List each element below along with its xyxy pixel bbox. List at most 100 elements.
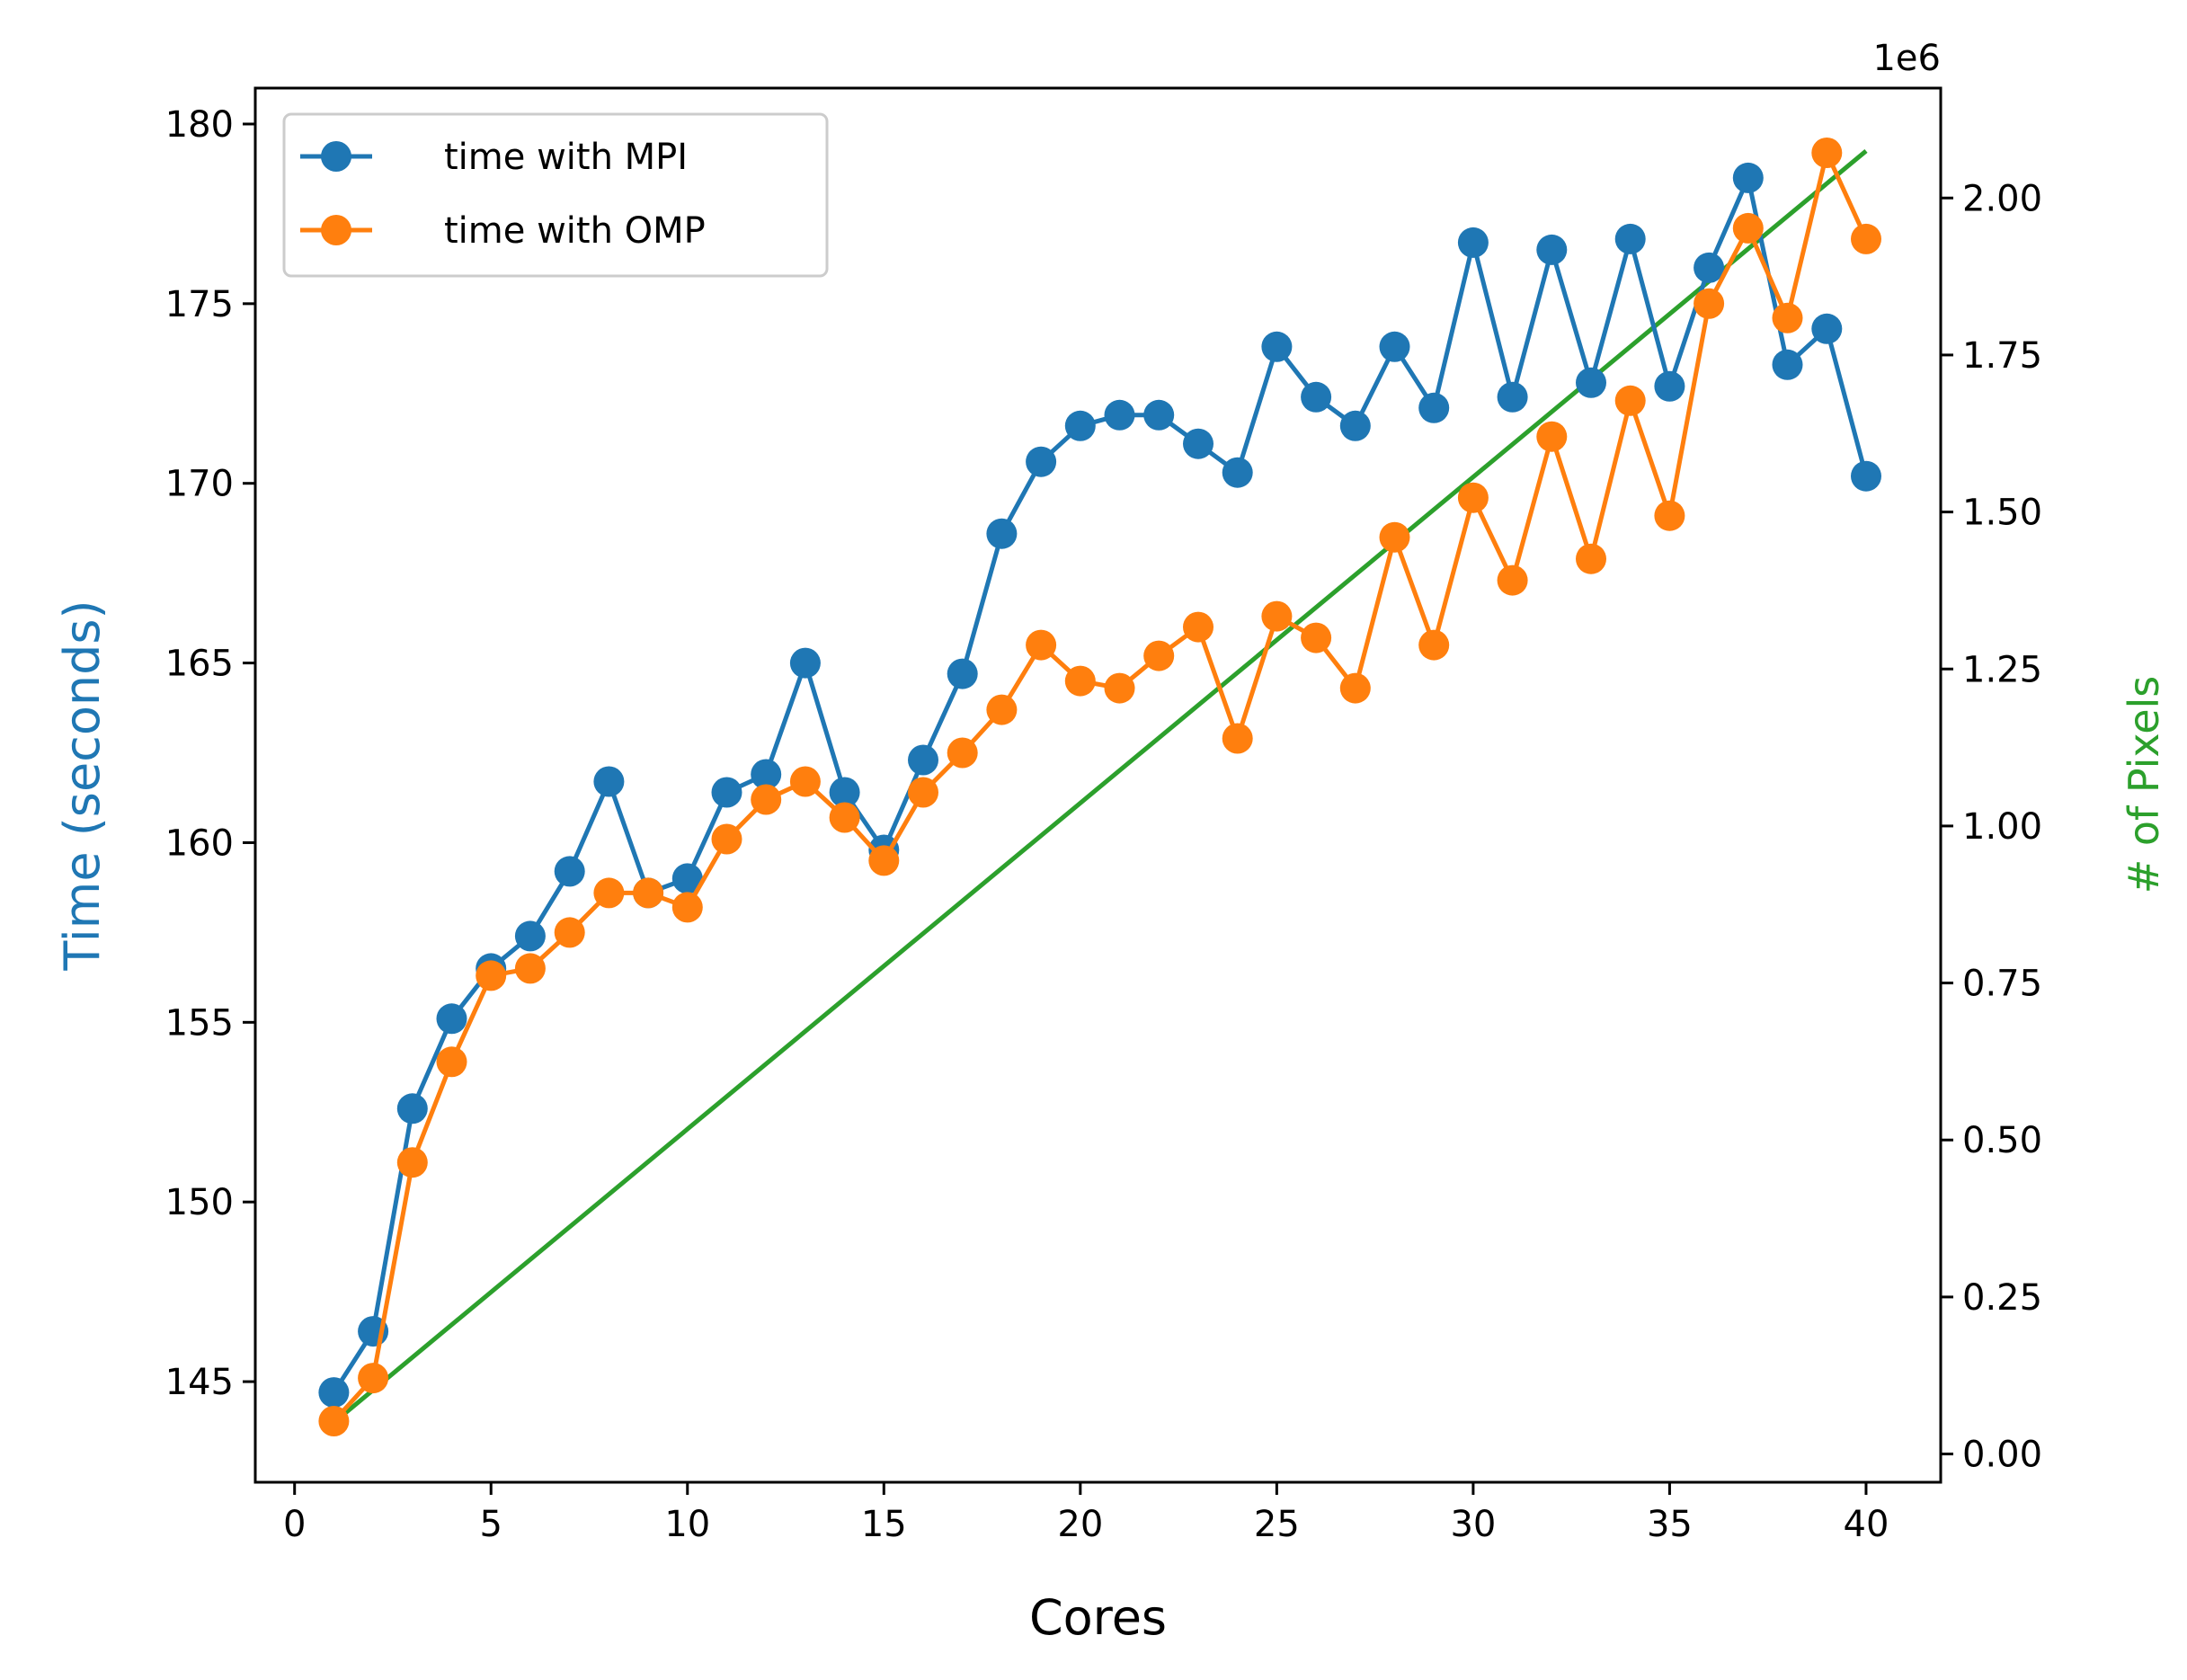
x-tick-label: 25 xyxy=(1254,1504,1300,1545)
data-point xyxy=(1026,629,1057,661)
y-tick-label: 180 xyxy=(165,104,234,146)
data-point xyxy=(868,845,900,876)
data-point xyxy=(1143,399,1175,431)
data-point xyxy=(1614,385,1646,416)
y-tick-label: 170 xyxy=(165,464,234,505)
data-point xyxy=(318,1406,350,1436)
y2-axis-title: # of Pixels xyxy=(2120,676,2168,894)
data-point xyxy=(514,920,546,952)
data-point xyxy=(1497,564,1528,596)
legend-label: time with OMP xyxy=(444,210,706,252)
y-tick-label: 175 xyxy=(165,284,234,325)
y-tick-label: 165 xyxy=(165,644,234,685)
y-tick-label: 145 xyxy=(165,1362,234,1403)
data-point xyxy=(476,960,507,991)
data-point xyxy=(1811,313,1843,344)
x-tick-label: 30 xyxy=(1450,1504,1496,1545)
data-point xyxy=(829,777,860,808)
data-point xyxy=(1732,212,1764,244)
x-tick-label: 0 xyxy=(283,1504,306,1545)
data-point xyxy=(1379,521,1410,553)
data-point xyxy=(1851,223,1881,254)
data-point xyxy=(789,766,821,797)
data-point xyxy=(1457,227,1489,258)
plot-frame xyxy=(253,86,1943,1484)
data-point xyxy=(1026,446,1057,477)
y-axis-title: Time (seconds) xyxy=(54,600,111,971)
y2-tick-label: 1.50 xyxy=(1962,493,2042,534)
axes: 0 5 10 15 20 25 30 35 40 145 150 155 160 165 170 175 180… xyxy=(165,86,2042,1545)
x-tick-label: 15 xyxy=(861,1504,907,1545)
data-point xyxy=(1104,672,1135,704)
data-point xyxy=(671,892,703,923)
data-point xyxy=(1576,543,1606,574)
y2-tick-label: 2.00 xyxy=(1962,178,2042,219)
data-point xyxy=(751,784,782,815)
data-point xyxy=(318,1377,350,1409)
data-point xyxy=(436,1003,467,1035)
data-point xyxy=(1418,629,1450,661)
data-point xyxy=(908,744,938,776)
data-point xyxy=(1772,349,1803,380)
data-point xyxy=(1694,252,1725,283)
x-axis-title: Cores xyxy=(1029,1589,1167,1646)
data-point xyxy=(1222,457,1253,488)
data-point xyxy=(711,777,742,808)
data-point xyxy=(829,802,860,833)
data-point xyxy=(947,737,978,769)
data-point xyxy=(593,766,625,797)
data-point xyxy=(1576,367,1606,398)
x-tick-label: 10 xyxy=(664,1504,710,1545)
y2-tick-label: 1.25 xyxy=(1962,649,2042,690)
data-point xyxy=(986,518,1018,549)
data-point xyxy=(751,759,782,790)
data-point xyxy=(1772,302,1803,333)
x-tick-label: 20 xyxy=(1057,1504,1103,1545)
data-point xyxy=(1222,723,1253,754)
legend-box xyxy=(282,112,829,278)
data-point xyxy=(986,694,1018,725)
x-tick-label: 35 xyxy=(1647,1504,1693,1545)
data-point xyxy=(1143,640,1175,671)
data-point xyxy=(1694,288,1725,319)
data-point xyxy=(1497,381,1528,413)
data-point xyxy=(1536,421,1568,452)
legend-label: time with MPI xyxy=(444,137,688,178)
data-point xyxy=(1301,622,1332,653)
y-tick-label: 150 xyxy=(165,1182,234,1223)
data-point xyxy=(1654,500,1685,531)
data-point xyxy=(1183,611,1214,643)
data-point xyxy=(1614,223,1646,254)
data-point xyxy=(947,658,978,689)
data-point xyxy=(1301,381,1332,413)
data-point xyxy=(908,777,938,808)
y2-tick-label: 0.75 xyxy=(1962,964,2042,1005)
y-tick-label: 155 xyxy=(165,1002,234,1044)
plot-area xyxy=(318,138,1881,1436)
data-point xyxy=(1379,331,1410,362)
y2-tick-label: 0.50 xyxy=(1962,1120,2042,1161)
x-tick-label: 40 xyxy=(1844,1504,1889,1545)
y2-tick-label: 0.00 xyxy=(1962,1435,2042,1476)
data-point xyxy=(1104,399,1135,431)
data-point xyxy=(1457,482,1489,513)
data-point xyxy=(436,1046,467,1078)
x-tick-label: 5 xyxy=(480,1504,502,1545)
series-line-2 xyxy=(332,148,1868,1425)
data-point xyxy=(1536,234,1568,265)
data-point xyxy=(671,863,703,894)
series-line-0 xyxy=(332,175,1869,1394)
legend-marker xyxy=(321,141,351,172)
data-point xyxy=(1811,138,1843,168)
data-point xyxy=(1339,410,1371,441)
data-point xyxy=(1732,162,1764,193)
legend-marker xyxy=(321,215,351,245)
data-point xyxy=(1064,410,1096,441)
series-line-1 xyxy=(332,150,1869,1423)
y-tick-label: 160 xyxy=(165,822,234,864)
data-point xyxy=(1261,600,1293,632)
data-point xyxy=(1418,392,1450,423)
data-point xyxy=(711,823,742,855)
data-point xyxy=(1261,331,1293,362)
